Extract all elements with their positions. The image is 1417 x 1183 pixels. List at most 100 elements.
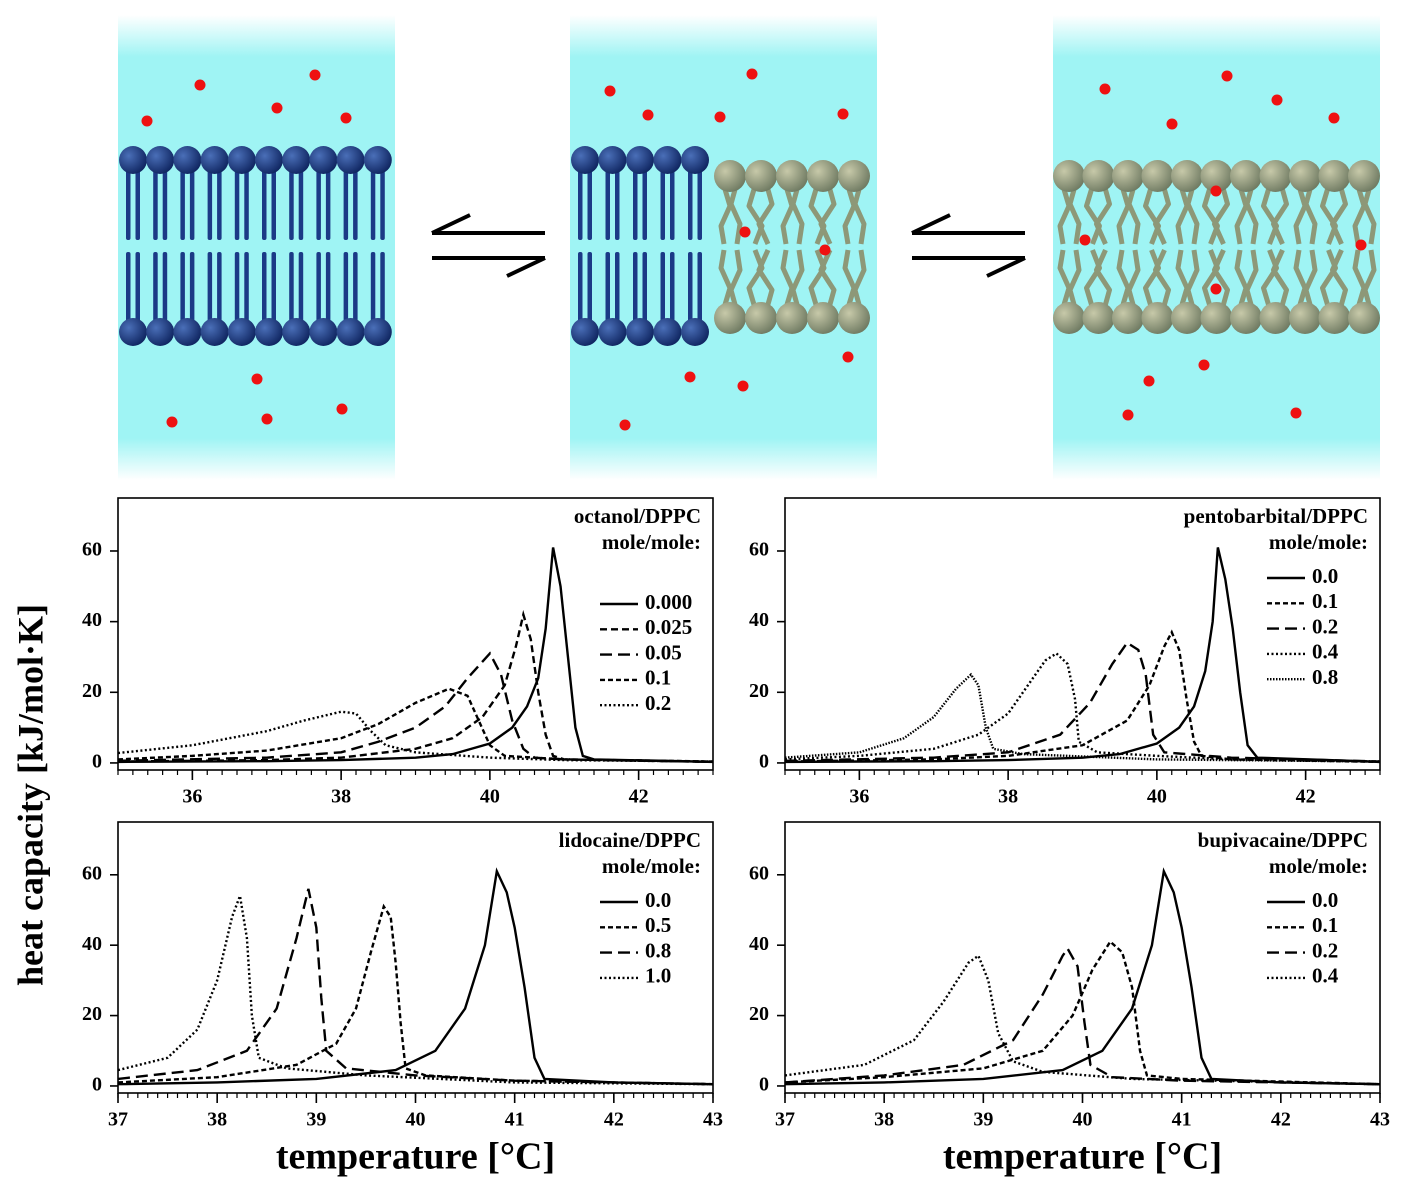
lipid-tail xyxy=(688,160,693,240)
lipid-tail xyxy=(217,252,222,332)
fluid-lipid xyxy=(714,160,746,334)
lipid-head xyxy=(255,318,283,346)
legend-label: 0.2 xyxy=(1312,614,1338,638)
lipid-tail xyxy=(688,252,693,332)
x-tick-label: 43 xyxy=(703,1109,723,1131)
lipid-head xyxy=(1259,302,1292,334)
data-line xyxy=(118,867,713,1086)
lipid-tail xyxy=(1067,185,1082,245)
lipid-tail xyxy=(289,252,294,332)
lipid-tail xyxy=(380,252,385,332)
lipid-head xyxy=(571,318,599,346)
lipid-tail xyxy=(126,160,131,240)
legend-label: 0.5 xyxy=(645,913,671,937)
lipid-tail xyxy=(271,160,276,240)
lipid-head xyxy=(173,146,202,174)
data-line xyxy=(118,687,713,763)
lipid-head xyxy=(838,302,870,334)
y-tick-label: 60 xyxy=(749,539,769,561)
lipid-tail xyxy=(842,185,857,245)
lipid-tail xyxy=(842,249,857,309)
lipid-tail xyxy=(1143,249,1161,309)
y-tick-label: 40 xyxy=(749,933,769,955)
lipid-tail xyxy=(818,185,837,246)
y-tick-label: 0 xyxy=(92,1074,102,1096)
legend-label: 0.8 xyxy=(645,938,671,962)
legend-label: 0.2 xyxy=(645,691,671,715)
chart-panel: 0 20 40 60 37 38 39 40 41 42 43 bupivacaine/DPPCmol… xyxy=(749,821,1390,1178)
lipid-head xyxy=(1348,160,1380,192)
fluid-lipid xyxy=(1053,160,1085,334)
lipid-tail xyxy=(587,252,592,332)
lipid-head xyxy=(1082,160,1115,192)
lipid-head xyxy=(119,318,147,346)
lipid-tail xyxy=(343,160,349,240)
lipid-tail xyxy=(746,185,765,245)
legend-label: 0.000 xyxy=(645,590,692,614)
lipid-tail xyxy=(262,160,267,240)
drug-molecule xyxy=(251,373,263,385)
lipid-tail xyxy=(153,252,158,332)
chart-subtitle: mole/mole: xyxy=(1269,530,1368,554)
lipid-head xyxy=(714,160,746,192)
x-tick-label: 37 xyxy=(108,1109,128,1131)
lipid-tail xyxy=(244,160,249,240)
lipid-tail xyxy=(1084,249,1102,309)
lipid-tail xyxy=(1303,249,1318,309)
legend-label: 0.0 xyxy=(1312,888,1338,912)
lipid-tail xyxy=(353,160,358,240)
x-axis-label: temperature [°C] xyxy=(943,1136,1222,1178)
legend-label: 0.8 xyxy=(1312,665,1338,689)
lipid-tail xyxy=(370,252,376,332)
lipid-tail xyxy=(316,252,321,332)
chart-title: bupivacaine/DPPC xyxy=(1198,828,1368,852)
lipid-head xyxy=(309,146,338,174)
lipid-tail xyxy=(1362,185,1377,245)
lipid-tail xyxy=(217,160,222,240)
data-line xyxy=(118,903,713,1086)
fluid-lipid xyxy=(1259,160,1292,334)
lipid-tail xyxy=(180,160,185,240)
lipid-tail xyxy=(670,160,675,240)
x-tick-label: 42 xyxy=(1296,786,1316,808)
lipid-tail xyxy=(605,252,610,332)
drug-molecule xyxy=(1355,239,1367,251)
fluid-lipid xyxy=(745,160,777,334)
legend-label: 0.0 xyxy=(645,888,671,912)
lipid-head xyxy=(1171,160,1203,192)
y-tick-label: 20 xyxy=(82,1003,102,1025)
gel-lipid xyxy=(681,146,709,346)
gel-lipid xyxy=(309,146,338,346)
fluid-lipid xyxy=(1112,160,1144,334)
membrane-illustration xyxy=(118,15,1380,480)
lipid-tail xyxy=(642,160,647,240)
x-tick-label: 40 xyxy=(1147,786,1167,808)
lipid-tail xyxy=(1244,249,1259,309)
data-line xyxy=(785,547,1380,764)
lipid-head xyxy=(282,318,311,346)
legend-label: 0.025 xyxy=(645,615,692,639)
lipid-tail xyxy=(660,252,665,332)
drug-molecule xyxy=(714,111,726,123)
drug-molecule xyxy=(619,419,631,431)
y-axis-label: heat capacity [kJ/mol·K] xyxy=(10,604,50,986)
lipid-head xyxy=(1053,160,1085,192)
gel-lipid xyxy=(200,146,229,346)
lipid-tail xyxy=(380,160,385,240)
fluid-lipid xyxy=(1318,160,1351,334)
lipid-head xyxy=(1230,302,1262,334)
drug-molecule xyxy=(166,416,178,428)
lipid-head xyxy=(776,160,808,192)
lipid-tail xyxy=(153,160,158,240)
lipid-tail xyxy=(1153,248,1171,309)
lipid-tail xyxy=(718,249,733,309)
drug-molecule xyxy=(1198,359,1210,371)
legend-label: 0.4 xyxy=(1312,964,1339,988)
lipid-tail xyxy=(1094,185,1112,246)
drug-molecule xyxy=(1143,375,1155,387)
lipid-tail xyxy=(1126,249,1141,309)
drug-molecule xyxy=(194,79,206,91)
data-line xyxy=(785,953,1380,1086)
lipid-tail xyxy=(353,252,358,332)
